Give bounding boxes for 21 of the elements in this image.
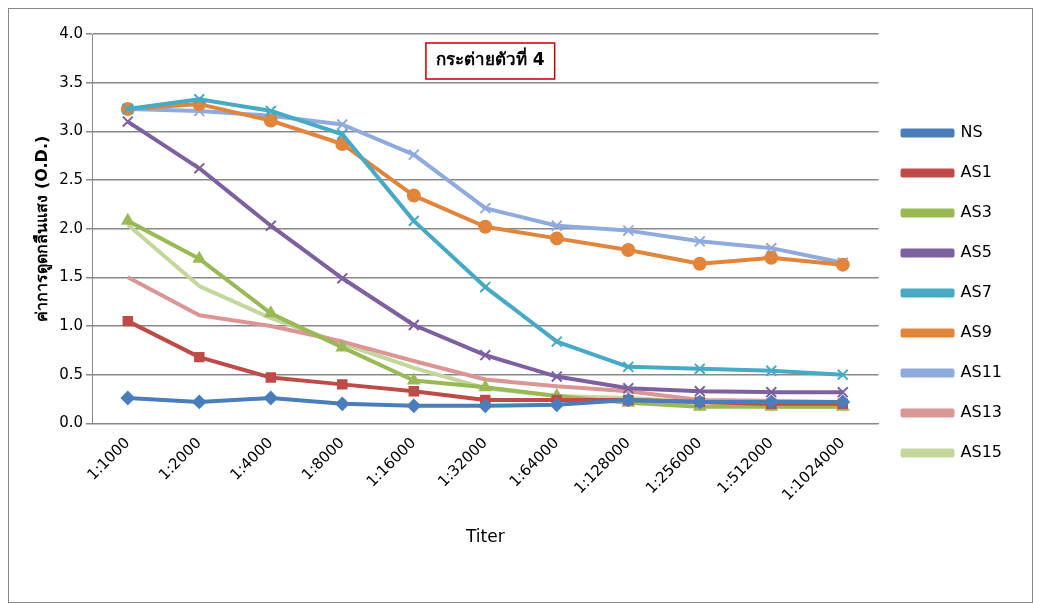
y-tick-label: 1.0 [59, 315, 84, 334]
legend-label: AS1 [960, 162, 992, 182]
x-axis-title: Titer [464, 526, 505, 547]
y-tick-label: 4.0 [59, 23, 84, 42]
legend-label: NS [960, 122, 983, 142]
legend-label: AS5 [960, 242, 992, 262]
y-tick-label: 0.0 [59, 413, 84, 432]
y-axis-title: ค่าการดูดกลืนแสง (O.D.) [31, 135, 53, 322]
legend-label: AS15 [960, 442, 1003, 462]
text: กระต่ายตัวที่ 4 [435, 47, 545, 70]
legend-label: AS9 [960, 322, 992, 342]
y-tick-label: 3.0 [59, 121, 84, 140]
legend-label: AS11 [960, 362, 1003, 382]
y-tick-label: 2.0 [59, 218, 84, 237]
y-tick-label: 1.5 [59, 267, 84, 286]
y-tick-label: 2.5 [59, 169, 84, 188]
legend-label: AS7 [960, 282, 992, 302]
legend-label: AS13 [960, 402, 1003, 422]
legend-label: AS3 [960, 202, 992, 222]
y-tick-label: 3.5 [59, 72, 84, 91]
y-tick-label: 0.5 [59, 364, 84, 383]
